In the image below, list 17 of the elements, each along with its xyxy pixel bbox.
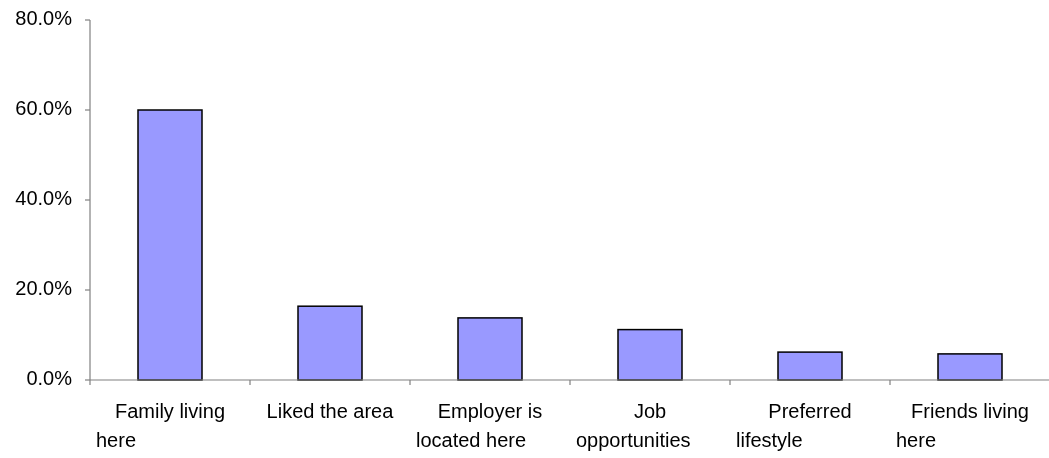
bar (617, 328, 683, 381)
bar (137, 109, 203, 381)
x-tick-label: Job opportunities (576, 400, 691, 451)
x-tick-label: Family living here (96, 400, 226, 451)
y-tick-label: 80.0% (15, 7, 73, 30)
y-tick-label: 40.0% (15, 187, 73, 210)
bar (297, 305, 363, 381)
bar (937, 353, 1003, 381)
x-tick-label: Preferred lifestyle (736, 400, 852, 451)
x-tick-label: Friends living here (896, 400, 1029, 451)
y-tick-label: 20.0% (15, 277, 73, 300)
bar (777, 351, 843, 381)
bar (457, 317, 523, 381)
x-tick-label: Liked the area (266, 400, 395, 422)
y-tick-label: 60.0% (15, 97, 73, 120)
y-tick-label: 0.0% (26, 367, 73, 390)
x-tick-label: Employer is located here (416, 400, 543, 451)
